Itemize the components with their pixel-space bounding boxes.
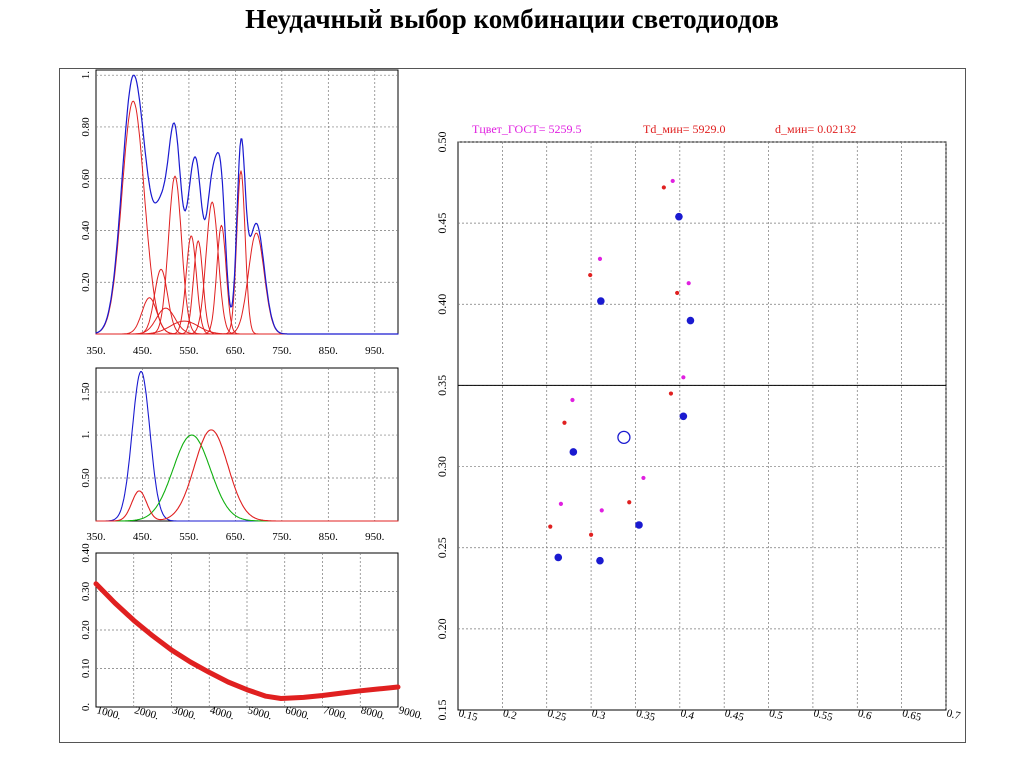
chromaticity-point-blue xyxy=(675,212,683,221)
chromaticity-point-red xyxy=(675,290,680,296)
chromaticity-chart: Тцвет_ГОСТ= 5259.5 Td_мин= 5929.0 d_мин=… xyxy=(435,122,962,724)
chromaticity-point-magenta xyxy=(670,178,675,184)
chrom-x-tick-label: 0.7 xyxy=(945,707,962,722)
chromaticity-point-red xyxy=(548,524,553,529)
chrom-x-tick-label: 0.35 xyxy=(635,707,657,724)
chrom-y-tick-label: 0.25 xyxy=(435,537,449,558)
spectra-x-tick-label: 750. xyxy=(272,345,292,357)
cie-x-tick-label: 550. xyxy=(179,531,199,543)
spectra-y-tick-label: 0.20 xyxy=(80,272,92,292)
chrom-y-tick-label: 0.50 xyxy=(435,132,449,153)
spectra-x-tick-label: 550. xyxy=(179,345,199,357)
color-matching-chart: 350. 450. 550. 650. 750. 850. 950. 0.50 1. 1.50 xyxy=(80,367,399,543)
led-spectrum-line xyxy=(95,232,399,335)
led-spectrum-line xyxy=(95,240,399,335)
d-y-tick-label: 0.30 xyxy=(80,581,92,601)
d-min-label: d_мин= 0.02132 xyxy=(775,122,856,136)
spectra-y-tick-label: 0.40 xyxy=(80,220,92,240)
plot-border xyxy=(95,367,399,522)
chrom-x-tick-label: 0.4 xyxy=(679,707,696,722)
chrom-x-tick-label: 0.45 xyxy=(723,707,745,724)
plot-border xyxy=(95,69,399,335)
chromaticity-point-red xyxy=(562,420,567,425)
chromaticity-point-blue xyxy=(679,412,688,421)
tcvet-gost-label: Тцвет_ГОСТ= 5259.5 xyxy=(472,122,581,136)
chromaticity-point-blue xyxy=(596,556,604,565)
cie-x-tick-label: 650. xyxy=(226,531,246,543)
chromaticity-point-red xyxy=(588,532,594,537)
chromaticity-point-magenta xyxy=(599,508,604,513)
chrom-x-tick-label: 0.65 xyxy=(901,707,923,724)
spectra-y-tick-label: 0.80 xyxy=(80,117,92,137)
chromaticity-point-red xyxy=(588,272,593,278)
cie-x-tick-label: 750. xyxy=(272,531,292,543)
chromaticity-point-red xyxy=(668,391,674,396)
chromaticity-point-magenta xyxy=(558,501,564,506)
chromaticity-point-blue xyxy=(597,297,605,305)
spectra-x-tick-label: 850. xyxy=(319,345,339,357)
d-y-tick-label: 0.40 xyxy=(80,543,92,563)
spectra-x-tick-label: 650. xyxy=(226,345,246,357)
chromaticity-point-blue xyxy=(686,316,695,325)
chrom-x-tick-label: 0.15 xyxy=(457,707,479,724)
chrom-y-tick-label: 0.30 xyxy=(435,456,449,477)
led-spectra-chart: 350. 450. 550. 650. 750. 850. 950. 0.20 0.40 0.60… xyxy=(80,69,399,357)
cie-y-tick-label: 1. xyxy=(80,431,92,440)
chromaticity-point-blue xyxy=(635,521,643,529)
chrom-x-tick-label: 0.25 xyxy=(546,707,568,724)
color-matching-line xyxy=(95,429,399,522)
led-spectrum-line xyxy=(95,320,399,335)
spectra-x-tick-label: 950. xyxy=(365,345,385,357)
chromaticity-point-magenta xyxy=(641,475,646,481)
spectra-x-tick-label: 450. xyxy=(133,345,153,357)
led-spectrum-line xyxy=(95,307,399,335)
d-y-tick-label: 0. xyxy=(80,703,92,712)
chromaticity-point-magenta xyxy=(597,256,603,261)
cie-x-tick-label: 450. xyxy=(133,531,153,543)
led-spectrum-line xyxy=(95,297,399,335)
d-y-tick-label: 0.10 xyxy=(80,658,92,678)
cie-x-tick-label: 950. xyxy=(365,531,385,543)
td-min-label: Td_мин= 5929.0 xyxy=(643,122,726,136)
total-spectrum-line xyxy=(95,74,399,335)
figure-frame xyxy=(59,68,966,743)
chrom-x-tick-label: 0.2 xyxy=(502,707,518,722)
spectra-y-tick-label: 0.60 xyxy=(80,169,92,189)
chromaticity-point-blue xyxy=(554,553,563,562)
cie-y-tick-label: 1.50 xyxy=(80,382,92,402)
target-point-marker xyxy=(617,430,631,445)
chrom-y-tick-label: 0.15 xyxy=(435,700,449,721)
led-spectrum-line xyxy=(95,175,399,335)
chrom-y-tick-label: 0.40 xyxy=(435,294,449,315)
chromaticity-point-blue xyxy=(569,448,578,456)
d-vs-temperature-chart: 1000. 2000. 3000. 4000. 5000. 6000. 7000. 8000.… xyxy=(80,543,424,722)
d-x-tick-label: 9000. xyxy=(397,704,424,722)
plot-border xyxy=(457,141,947,711)
chrom-x-tick-label: 0.6 xyxy=(856,707,873,722)
chrom-x-tick-label: 0.3 xyxy=(590,707,607,722)
d-y-tick-label: 0.20 xyxy=(80,620,92,640)
chromaticity-point-magenta xyxy=(681,375,686,380)
color-matching-line xyxy=(95,371,399,522)
cie-y-tick-label: 0.50 xyxy=(80,468,92,488)
chrom-y-tick-label: 0.45 xyxy=(435,213,449,234)
d-curve-line xyxy=(93,581,401,701)
chrom-x-tick-label: 0.55 xyxy=(812,707,834,724)
chrom-y-tick-label: 0.20 xyxy=(435,618,449,639)
spectra-y-tick-label: 1. xyxy=(80,71,92,80)
slide-title: Неудачный выбор комбинации светодиодов xyxy=(245,4,779,34)
cie-x-tick-label: 850. xyxy=(319,531,339,543)
chromaticity-point-red xyxy=(627,500,632,505)
led-spectrum-line xyxy=(95,170,399,335)
chrom-x-tick-label: 0.5 xyxy=(768,707,785,722)
chromaticity-point-magenta xyxy=(686,281,691,286)
chromaticity-point-magenta xyxy=(570,397,575,403)
chrom-y-tick-label: 0.35 xyxy=(435,375,449,396)
chromaticity-point-red xyxy=(661,185,666,190)
spectra-x-tick-label: 350. xyxy=(86,345,106,357)
cie-x-tick-label: 350. xyxy=(86,531,106,543)
